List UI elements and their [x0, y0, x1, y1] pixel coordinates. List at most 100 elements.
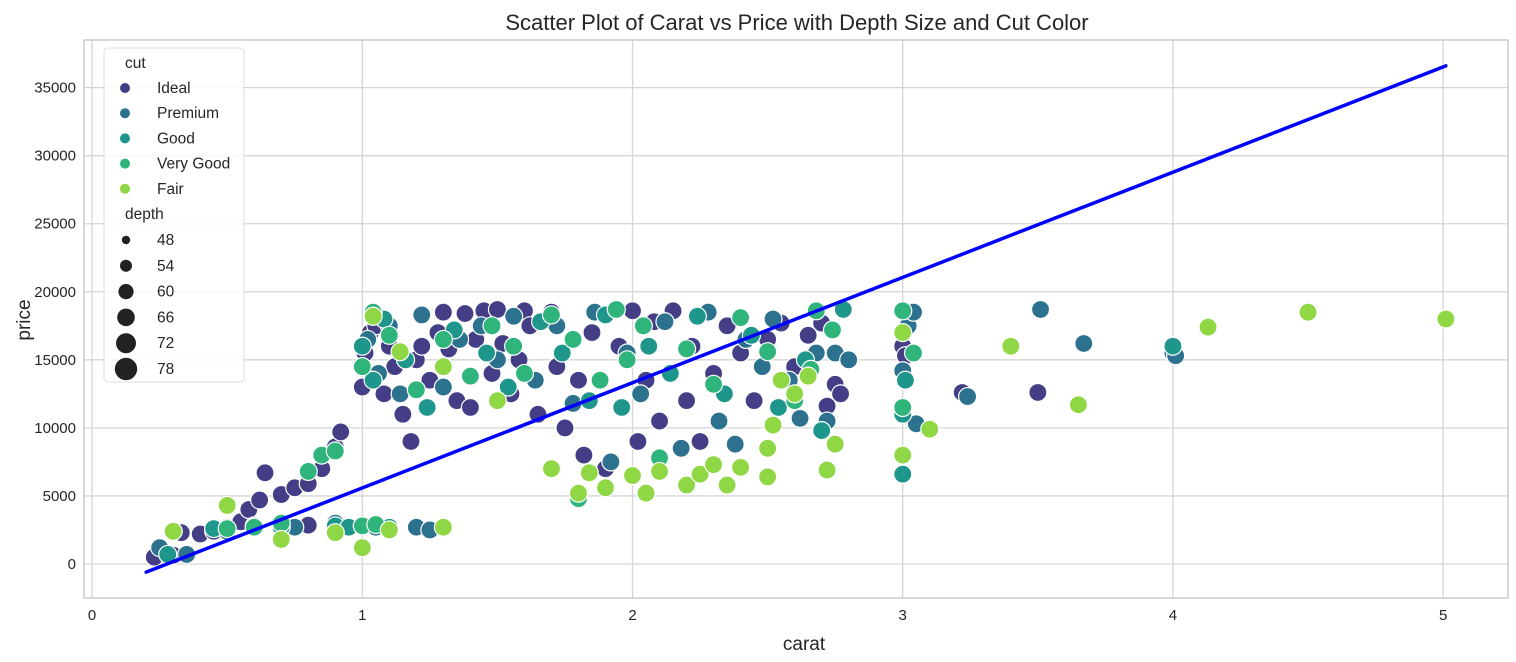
legend-box — [103, 47, 245, 383]
data-point-premium — [412, 305, 432, 325]
data-point-good — [687, 306, 707, 326]
data-point-fair — [731, 457, 751, 477]
data-point-fair — [433, 357, 453, 377]
data-point-ideal — [649, 411, 670, 431]
data-point-ideal — [250, 490, 270, 510]
data-point-fair — [763, 415, 783, 435]
data-point-fair — [636, 483, 656, 503]
data-point-ideal — [798, 325, 818, 345]
data-point-premium — [709, 411, 729, 431]
legend-size-marker — [118, 284, 134, 300]
data-point-fair — [649, 461, 670, 482]
legend-size-marker — [120, 259, 132, 272]
data-point-fair — [893, 445, 913, 465]
legend-marker-very-good — [120, 158, 130, 169]
data-point-premium — [725, 434, 745, 454]
data-point-very-good — [703, 374, 724, 394]
axes: 0 1 2 3 4 5 0 5000 10000 15000 20000 25000 30000 3500… — [34, 39, 1509, 624]
data-point-fair — [433, 517, 453, 537]
data-point-fair — [690, 464, 710, 484]
legend-label: Good — [157, 130, 195, 147]
legend-label: Ideal — [157, 80, 191, 97]
data-point-good — [477, 343, 497, 363]
data-point-ideal — [830, 384, 851, 404]
chart-title: Scatter Plot of Carat vs Price with Dept… — [505, 10, 1088, 35]
data-point-very-good — [731, 308, 751, 328]
data-point-good — [893, 464, 913, 484]
data-point-fair — [1068, 395, 1088, 415]
legend-size-label: 54 — [157, 258, 175, 275]
data-point-ideal — [393, 404, 413, 424]
data-point-premium — [790, 408, 810, 428]
data-point-very-good — [617, 350, 637, 370]
data-point-fair — [568, 483, 589, 503]
data-point-ideal — [433, 302, 453, 322]
data-point-good — [417, 397, 437, 418]
legend-size-marker — [116, 333, 136, 354]
data-point-good — [1163, 336, 1183, 356]
data-point-very-good — [352, 357, 372, 377]
data-point-premium — [957, 386, 978, 407]
data-point-fair — [758, 467, 778, 487]
legend-label: Very Good — [157, 156, 230, 173]
data-point-ideal — [412, 336, 432, 356]
legend-marker-premium — [120, 108, 130, 119]
data-point-very-good — [406, 380, 426, 400]
legend-size-label: 60 — [157, 284, 175, 301]
data-point-ideal — [690, 431, 710, 452]
y-tick-label: 10000 — [34, 420, 76, 437]
legend-size-marker — [117, 308, 135, 327]
data-point-good — [768, 397, 789, 418]
data-point-premium — [671, 438, 691, 458]
data-point-ideal — [255, 463, 275, 483]
data-point-fair — [379, 520, 399, 540]
data-point-very-good — [633, 316, 653, 336]
data-point-ideal — [574, 445, 594, 465]
legend-label: Fair — [157, 181, 184, 198]
data-point-ideal — [331, 422, 351, 442]
data-point-fair — [920, 419, 940, 439]
data-point-premium — [504, 306, 524, 326]
data-point-fair — [325, 523, 345, 543]
legend-size-marker — [114, 357, 138, 381]
data-point-very-good — [298, 461, 318, 482]
data-point-fair — [390, 342, 410, 362]
legend-size-marker — [121, 235, 131, 245]
data-point-ideal — [568, 370, 589, 390]
data-point-good — [895, 370, 916, 390]
data-point-premium — [631, 384, 651, 404]
legend-size-label: 78 — [157, 361, 174, 378]
y-axis-label: price — [14, 299, 35, 340]
data-point-fair — [771, 370, 791, 390]
x-tick-label: 5 — [1439, 607, 1447, 624]
data-point-fair — [622, 465, 643, 486]
data-point-ideal — [555, 418, 575, 438]
legend-marker-fair — [120, 183, 130, 194]
legend-size-label: 48 — [157, 232, 174, 249]
data-point-fair — [363, 306, 383, 326]
data-point-very-good — [379, 325, 399, 345]
legend-size-label: 66 — [157, 309, 174, 326]
data-point-fair — [798, 366, 818, 386]
y-tick-label: 35000 — [34, 80, 76, 97]
legend-size-title: depth — [125, 206, 164, 223]
data-point-fair — [1198, 317, 1218, 337]
data-point-ideal — [628, 431, 648, 452]
data-point-very-good — [217, 518, 237, 539]
data-point-fair — [487, 391, 508, 411]
x-tick-label: 2 — [628, 607, 636, 624]
y-tick-label: 25000 — [34, 216, 76, 233]
data-point-fair — [717, 475, 737, 495]
y-tick-label: 0 — [68, 556, 76, 573]
y-tick-label: 15000 — [34, 352, 76, 369]
data-point-good — [552, 343, 572, 363]
data-point-ideal — [622, 301, 643, 321]
x-tick-label: 4 — [1169, 607, 1177, 624]
data-point-premium — [839, 350, 859, 370]
x-tick-label: 0 — [88, 607, 96, 624]
data-point-fair — [758, 438, 778, 458]
data-point-premium — [655, 312, 675, 332]
data-point-very-good — [482, 316, 502, 336]
